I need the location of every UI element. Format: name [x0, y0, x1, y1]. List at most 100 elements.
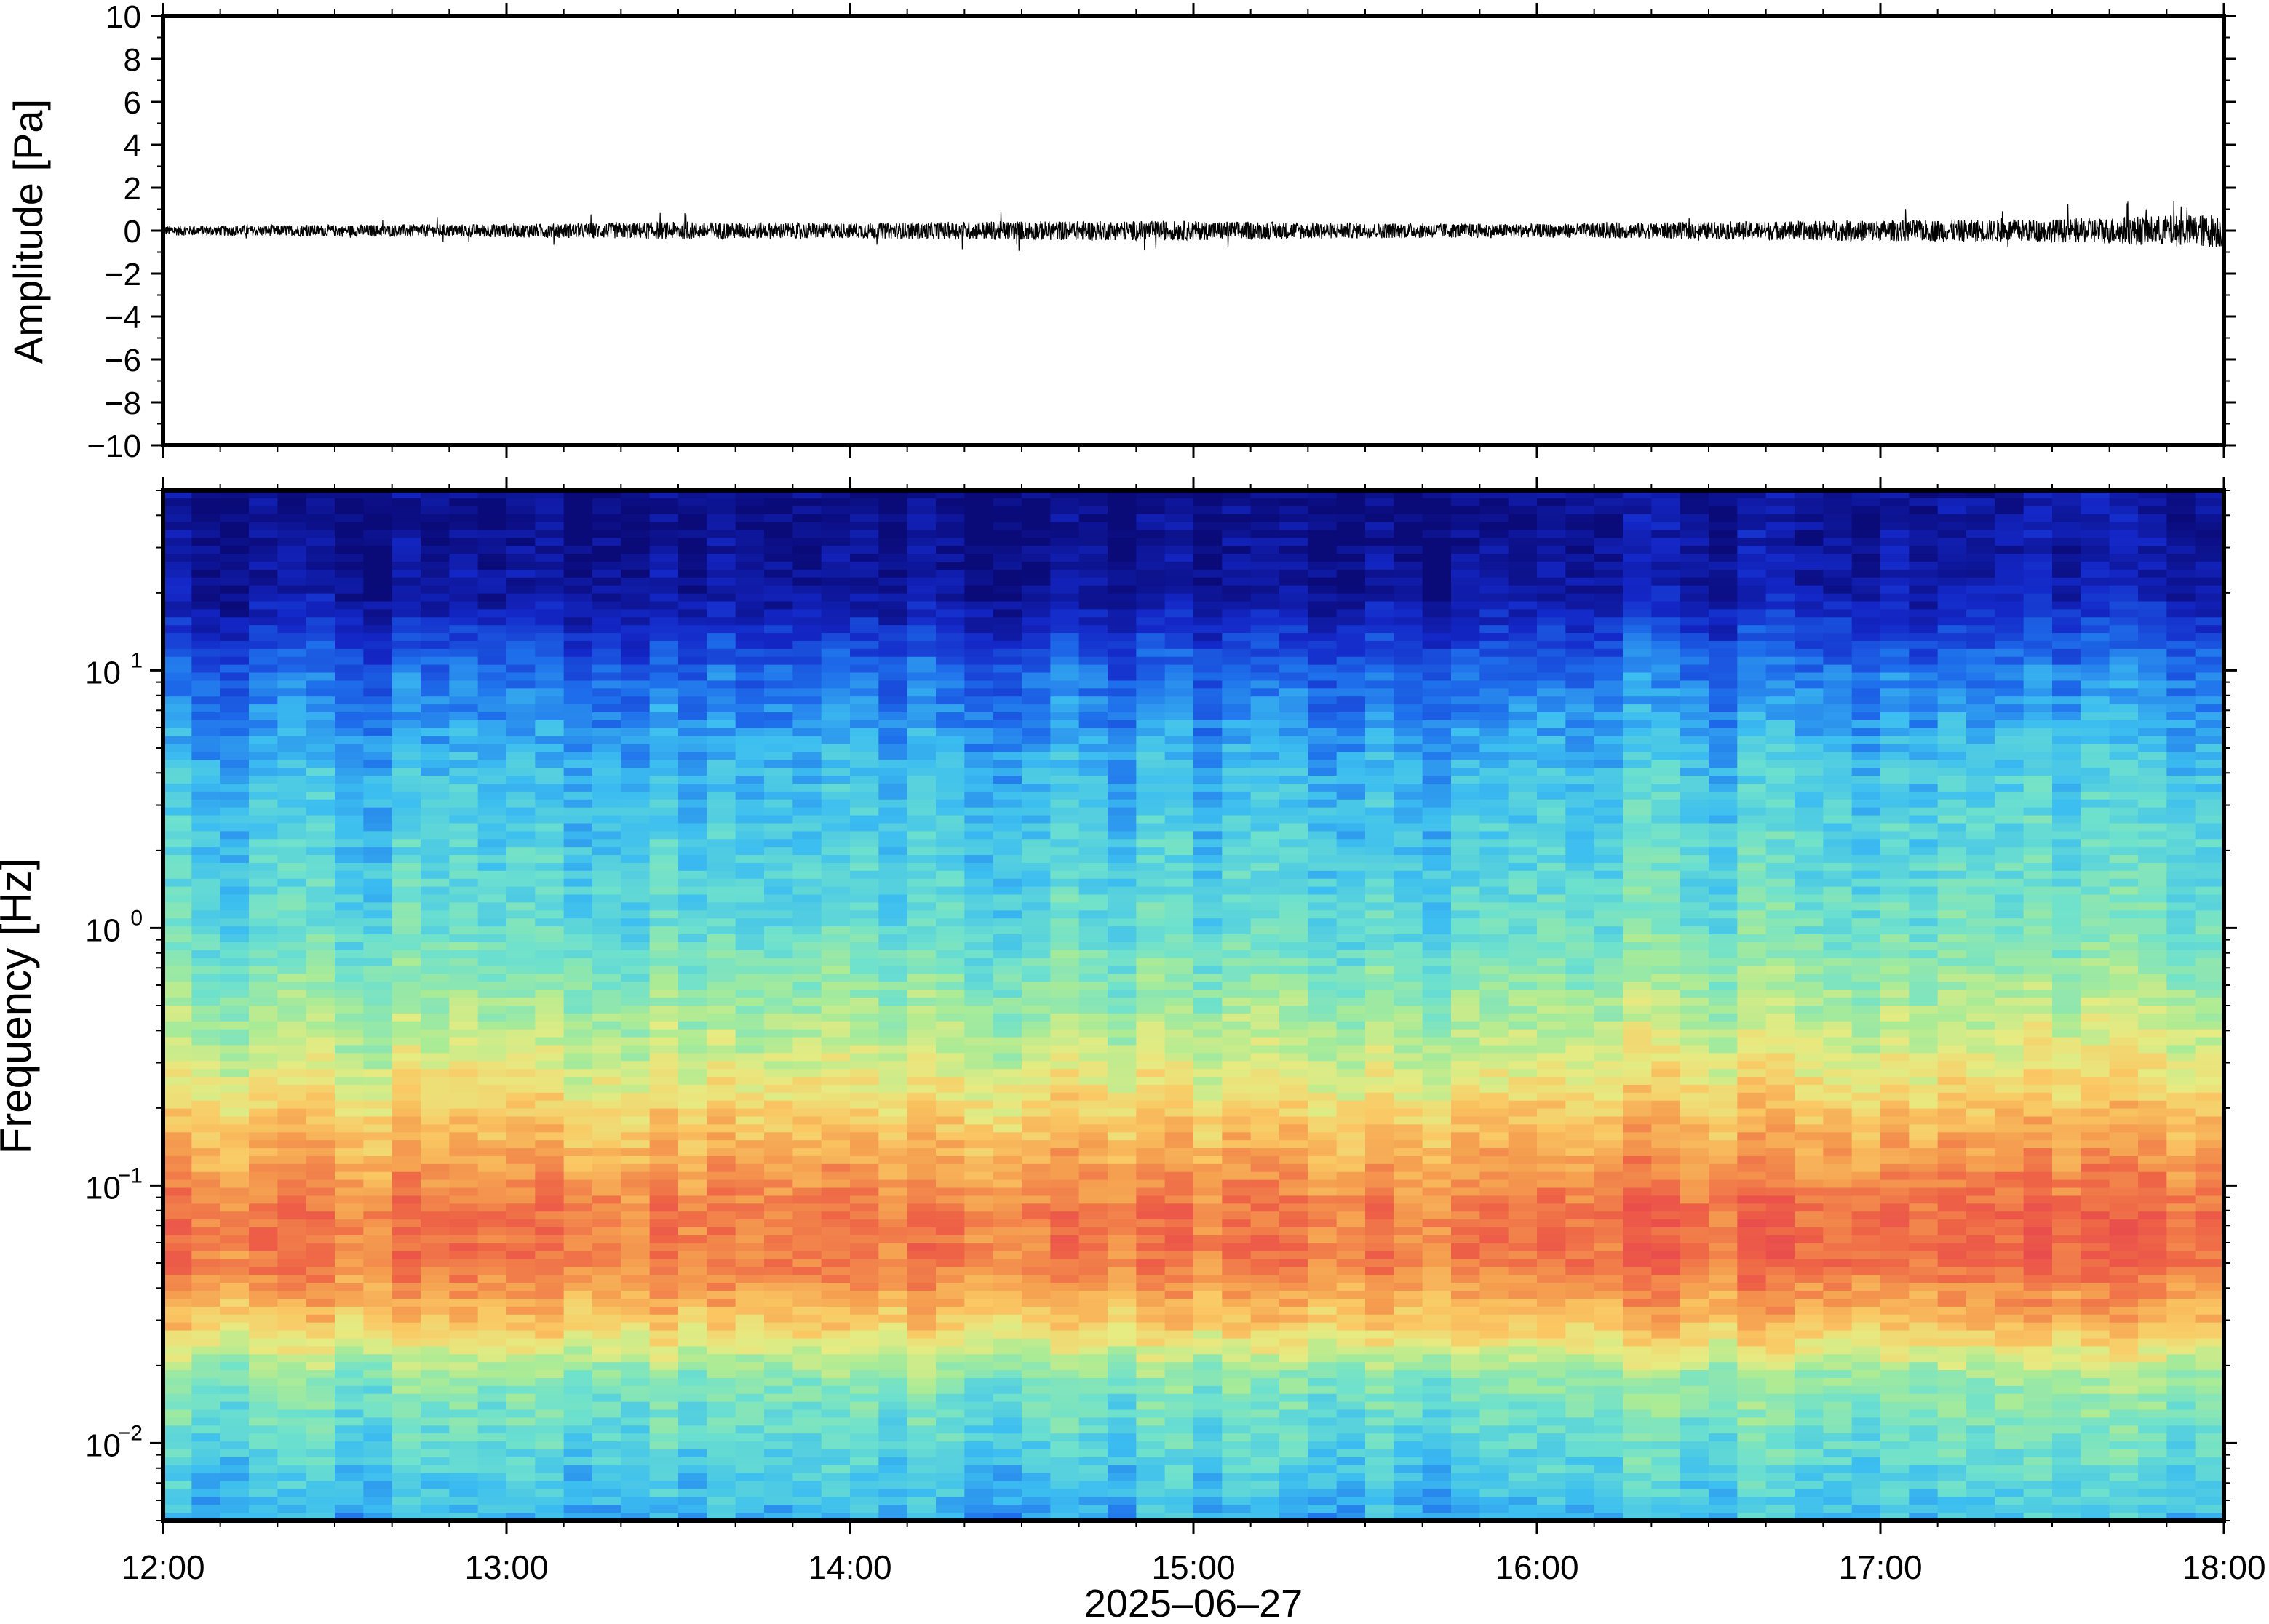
spectrogram-cell [792, 894, 822, 903]
spectrogram-cell [907, 784, 937, 792]
spectrogram-cell [850, 1100, 879, 1110]
spectrogram-cell [535, 1449, 565, 1458]
spectrogram-cell [821, 799, 851, 808]
spectrogram-cell [1136, 847, 1166, 856]
spectrogram-cell [821, 530, 851, 538]
spectrogram-cell [993, 776, 1022, 784]
spectrogram-cell [707, 1061, 736, 1070]
spectrogram-cell [1108, 648, 1137, 658]
spectrogram-cell [335, 640, 364, 650]
spectrogram-cell [964, 1377, 994, 1387]
spectrogram-cell [449, 744, 479, 753]
spectrogram-cell [592, 1409, 621, 1418]
spectrogram-cell [477, 966, 507, 975]
spectrogram-cell [535, 640, 565, 650]
spectrogram-cell [764, 1330, 793, 1340]
spectrogram-cell [792, 554, 822, 562]
spectrogram-cell [735, 768, 765, 776]
spectrogram-cell [421, 847, 450, 856]
spectrogram-cell [335, 1409, 364, 1418]
spectrogram-cell [821, 1505, 851, 1513]
spectrogram-cell [1136, 1409, 1166, 1418]
spectrogram-cell [1022, 640, 1051, 650]
spectrogram-cell [220, 640, 250, 650]
spectrogram-cell [392, 1227, 421, 1236]
spectrogram-cell [878, 1124, 908, 1133]
spectrogram-cell [1050, 1203, 1080, 1212]
spectrogram-cell [1136, 538, 1166, 546]
spectrogram-cell [535, 1155, 565, 1165]
spectrogram-cell [1164, 1163, 1194, 1173]
spectrogram-cell [392, 1187, 421, 1197]
spectrogram-cell [850, 1029, 879, 1038]
spectrogram-cell [850, 831, 879, 840]
spectrogram-cell [1136, 720, 1166, 729]
spectrogram-cell [563, 680, 593, 689]
spectrogram-cell [878, 966, 908, 975]
spectrogram-cell [936, 1322, 965, 1332]
spectrogram-cell [335, 498, 364, 507]
spectrogram-cell [1050, 894, 1080, 903]
spectrogram-cell [477, 1155, 507, 1165]
spectrogram-cell [707, 791, 736, 800]
spectrogram-cell [1078, 799, 1108, 808]
spectrogram-cell [649, 918, 679, 927]
spectrogram-cell [277, 1029, 307, 1038]
spectrogram-cell [335, 514, 364, 523]
spectrogram-cell [592, 1140, 621, 1149]
spectrogram-cell [535, 514, 565, 523]
spectrogram-cell [163, 752, 192, 760]
spectrogram-cell [735, 1179, 765, 1189]
spectrogram-cell [220, 522, 250, 531]
spectrogram-cell [764, 736, 793, 745]
spectrogram-cell [707, 1497, 736, 1505]
spectrogram-cell [335, 1275, 364, 1283]
spectrogram-cell [1136, 902, 1166, 911]
spectrogram-cell [506, 1203, 536, 1212]
spectrogram-cell [191, 1441, 221, 1450]
spectrogram-cell [1136, 799, 1166, 808]
spectrogram-cell [907, 1006, 937, 1014]
spectrogram-cell [1050, 1227, 1080, 1236]
spectrogram-cell [249, 1116, 278, 1125]
spectrogram-cell [592, 1037, 621, 1046]
spectrogram-cell [191, 950, 221, 959]
spectrogram-cell [907, 1465, 937, 1474]
spectrogram-cell [1136, 1259, 1166, 1268]
spectrogram-cell [1222, 593, 1252, 602]
spectrogram-cell [878, 1235, 908, 1244]
spectrogram-cell [850, 1314, 879, 1324]
spectrogram-cell [878, 1132, 908, 1141]
spectrogram-cell [993, 1053, 1022, 1062]
spectrogram-cell [335, 1306, 364, 1315]
spectrogram-cell [249, 1084, 278, 1094]
spectrogram-cell [964, 1195, 994, 1204]
spectrogram-cell [850, 934, 879, 943]
spectrogram-cell [1164, 942, 1194, 951]
spectrogram-cell [335, 862, 364, 872]
spectrogram-cell [535, 1037, 565, 1046]
spectrogram-cell [249, 1037, 278, 1046]
spectrogram-cell [335, 966, 364, 975]
spectrogram-cell [792, 1489, 822, 1497]
spectrogram-cell [1022, 886, 1051, 896]
spectrogram-cell [363, 752, 393, 760]
spectrogram-cell [449, 1045, 479, 1054]
spectrogram-cell [792, 870, 822, 880]
spectrogram-cell [506, 1465, 536, 1474]
spectrogram-cell [1022, 1259, 1051, 1268]
spectrogram-cell [1222, 760, 1252, 768]
spectrogram-cell [563, 862, 593, 872]
spectrogram-cell [1193, 569, 1223, 578]
spectrogram-cell [792, 974, 822, 982]
spectrogram-cell [1193, 1481, 1223, 1490]
spectrogram-cell [335, 784, 364, 792]
spectrogram-cell [821, 577, 851, 586]
spectrogram-cell [277, 1259, 307, 1268]
spectrogram-cell [335, 918, 364, 927]
spectrogram-cell [249, 1497, 278, 1505]
spectrogram-cell [277, 1069, 307, 1078]
spectrogram-cell [163, 522, 192, 531]
spectrogram-cell [592, 688, 621, 697]
